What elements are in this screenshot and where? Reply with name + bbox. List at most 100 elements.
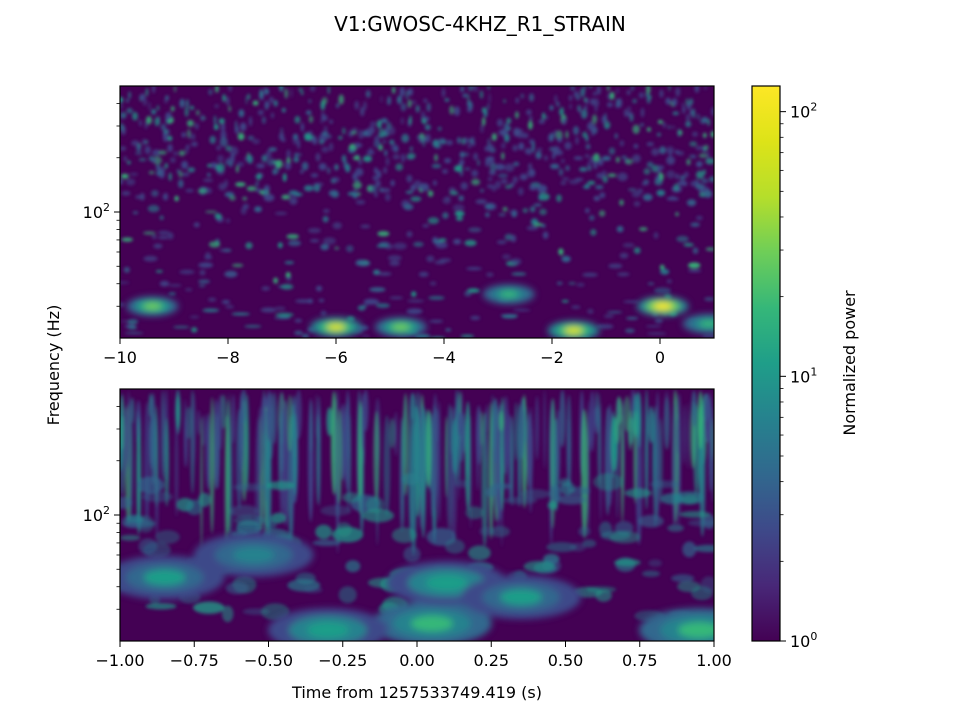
texture-blob bbox=[637, 188, 644, 193]
texture-blob bbox=[529, 168, 535, 177]
texture-blob bbox=[288, 240, 301, 247]
texture-blob bbox=[389, 296, 404, 300]
texture-blob bbox=[123, 266, 130, 273]
texture-blob bbox=[504, 163, 515, 172]
heatmap-hotspot bbox=[120, 555, 225, 600]
texture-blob bbox=[553, 147, 558, 156]
texture-streak bbox=[266, 416, 272, 540]
heatmap-hotspot bbox=[371, 601, 492, 641]
y-tick-label: 102 bbox=[83, 504, 110, 525]
texture-blob bbox=[518, 142, 525, 151]
texture-blob bbox=[484, 145, 493, 152]
texture-blob bbox=[558, 248, 564, 256]
texture-blob bbox=[695, 183, 705, 190]
texture-blob bbox=[141, 138, 147, 146]
texture-streak bbox=[597, 393, 601, 486]
texture-blob bbox=[700, 576, 714, 593]
texture-blob bbox=[214, 213, 222, 219]
texture-blob bbox=[282, 173, 287, 182]
texture-blob bbox=[293, 156, 300, 163]
texture-blob bbox=[178, 150, 186, 157]
texture-blob bbox=[407, 88, 413, 96]
texture-streak bbox=[451, 418, 458, 474]
texture-blob bbox=[262, 116, 266, 124]
texture-blob bbox=[584, 105, 588, 110]
texture-blob bbox=[331, 177, 340, 183]
texture-blob bbox=[191, 327, 198, 333]
texture-blob bbox=[443, 157, 452, 164]
texture-blob bbox=[238, 109, 245, 118]
texture-blob bbox=[682, 181, 688, 187]
texture-blob bbox=[198, 279, 211, 284]
x-tick-label: −1.00 bbox=[95, 651, 144, 670]
texture-blob bbox=[692, 247, 699, 254]
texture-blob bbox=[512, 176, 518, 184]
texture-blob bbox=[361, 304, 368, 308]
texture-blob bbox=[610, 91, 615, 100]
texture-blob bbox=[315, 285, 323, 292]
texture-blob bbox=[490, 483, 512, 490]
texture-blob bbox=[181, 172, 190, 177]
texture-blob bbox=[489, 526, 511, 538]
texture-blob bbox=[213, 115, 217, 125]
texture-blob bbox=[654, 318, 663, 324]
texture-blob bbox=[508, 210, 518, 214]
texture-blob bbox=[565, 165, 570, 172]
texture-blob bbox=[592, 91, 598, 96]
texture-blob bbox=[121, 237, 134, 242]
texture-blob bbox=[178, 179, 184, 188]
texture-blob bbox=[533, 203, 542, 207]
texture-blob bbox=[294, 152, 299, 157]
texture-blob bbox=[582, 272, 598, 277]
texture-blob bbox=[682, 541, 697, 558]
top-axes: −10 −8 −6 −4 −2 0 102 bbox=[83, 103, 665, 367]
texture-streak bbox=[205, 413, 211, 490]
texture-blob bbox=[465, 506, 484, 520]
texture-blob bbox=[584, 86, 586, 91]
texture-blob bbox=[616, 225, 624, 233]
x-tick-label: −2 bbox=[540, 348, 564, 367]
texture-blob bbox=[502, 254, 511, 260]
texture-blob bbox=[590, 229, 597, 236]
texture-blob bbox=[120, 179, 124, 185]
texture-blob bbox=[215, 86, 219, 93]
texture-streak bbox=[623, 395, 631, 432]
texture-blob bbox=[247, 154, 254, 164]
texture-blob bbox=[520, 93, 525, 99]
texture-blob bbox=[601, 155, 612, 161]
texture-blob bbox=[632, 124, 640, 134]
texture-blob bbox=[568, 94, 573, 102]
texture-streak bbox=[458, 390, 461, 485]
texture-blob bbox=[703, 132, 707, 138]
texture-blob bbox=[702, 333, 714, 338]
texture-blob bbox=[460, 182, 468, 190]
colorbar-gradient bbox=[751, 85, 781, 642]
texture-blob bbox=[596, 324, 614, 329]
texture-blob bbox=[585, 143, 591, 150]
texture-streak bbox=[589, 390, 595, 452]
texture-streak bbox=[129, 397, 134, 519]
texture-blob bbox=[587, 308, 594, 314]
texture-blob bbox=[633, 247, 641, 254]
texture-blob bbox=[120, 281, 130, 284]
texture-blob bbox=[345, 560, 361, 573]
texture-blob bbox=[120, 103, 123, 110]
texture-blob bbox=[225, 305, 234, 309]
texture-streak bbox=[402, 393, 409, 496]
texture-blob bbox=[409, 115, 412, 125]
texture-streak bbox=[663, 391, 670, 449]
texture-blob bbox=[245, 242, 253, 250]
texture-blob bbox=[174, 195, 179, 202]
texture-blob bbox=[294, 318, 303, 323]
colorbar: 100 101 102 Normalized power bbox=[751, 85, 859, 651]
texture-blob bbox=[308, 115, 314, 124]
texture-blob bbox=[642, 193, 653, 201]
texture-blob bbox=[245, 95, 248, 105]
texture-blob bbox=[377, 231, 390, 237]
texture-blob bbox=[429, 281, 437, 286]
texture-blob bbox=[312, 136, 318, 145]
texture-blob bbox=[503, 99, 506, 103]
texture-streak bbox=[326, 407, 333, 437]
texture-blob bbox=[614, 558, 641, 567]
